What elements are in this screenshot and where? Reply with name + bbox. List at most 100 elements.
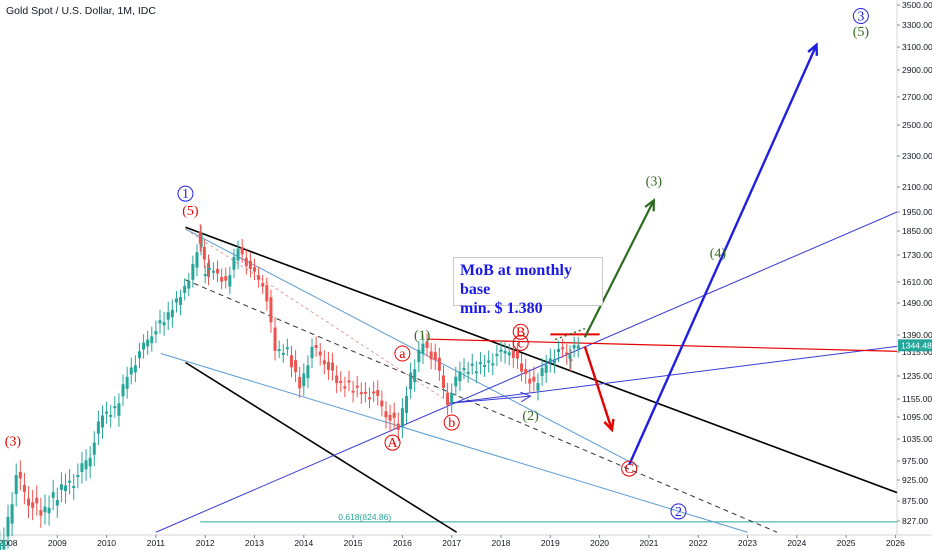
candle-body [520, 363, 524, 372]
dash-pink [185, 228, 447, 401]
candle-body [355, 385, 359, 388]
candle-body [548, 358, 552, 363]
wave-circle [394, 345, 411, 362]
wave-label: C [625, 462, 634, 477]
candle-body [569, 359, 573, 362]
y-tick-label: 2700.00 [902, 92, 932, 102]
wave-label: (5) [853, 25, 870, 40]
candle-body [146, 339, 150, 347]
candle-body [507, 352, 511, 356]
annotation-line-2: min. $ 1.380 [460, 300, 543, 317]
candle-body [425, 341, 429, 348]
trend-up-short [446, 345, 898, 404]
chart-title: Gold Spot / U.S. Dollar, 1M, IDC [6, 5, 156, 17]
candle-body [142, 342, 146, 350]
candle-body [179, 297, 183, 305]
candle-body [170, 309, 174, 318]
candle-body [347, 380, 351, 383]
candle-body [195, 252, 199, 268]
y-tick-label: 2100.00 [902, 182, 932, 192]
candle-body [478, 362, 482, 365]
candle-body [211, 270, 215, 273]
candle-body [150, 336, 154, 344]
y-tick-label: 3500.00 [902, 0, 932, 10]
candle-body [294, 360, 298, 373]
candle-body [0, 542, 2, 550]
wave-label: 1 [182, 187, 189, 202]
candle-body [491, 363, 495, 366]
candle-body [568, 354, 572, 359]
candle-body [129, 367, 133, 375]
wave-label: (3) [646, 174, 663, 189]
candle-body [388, 414, 392, 421]
green-arrow-head [644, 198, 655, 212]
y-tick-label: 1730.00 [902, 250, 932, 260]
x-tick-label: 2023 [738, 538, 757, 548]
candle-body [310, 346, 314, 359]
wave-label: (3) [5, 434, 22, 449]
candle-body [462, 368, 466, 371]
candle-body [384, 411, 388, 418]
candle-body [483, 364, 487, 367]
candle-body [158, 320, 162, 324]
candle-body [576, 345, 580, 349]
candle-body [244, 257, 248, 267]
x-tick-label: 2016 [393, 538, 412, 548]
candle-body [117, 403, 121, 416]
wave-circle [177, 185, 194, 202]
candle-body [572, 345, 576, 349]
candle-body [335, 375, 339, 384]
candle-body [166, 312, 170, 320]
candle-body [396, 423, 400, 430]
candle-body [100, 415, 104, 428]
candle-body [429, 351, 433, 360]
y-tick-label: 1490.00 [902, 298, 932, 308]
candle-body [269, 297, 273, 323]
candle-body [183, 285, 187, 293]
candle-body [409, 372, 413, 390]
candle-body [392, 412, 396, 418]
candle-body [458, 371, 462, 382]
candle-body [450, 393, 454, 403]
wave-label: A [387, 436, 398, 451]
x-tick-label: 2011 [147, 538, 166, 548]
x-tick-label: 2015 [344, 538, 363, 548]
candle-body [380, 400, 384, 407]
candle-body [499, 349, 503, 352]
candle-body [109, 414, 113, 417]
candle-body [503, 350, 507, 354]
candle-body [113, 406, 117, 409]
candle-body [121, 384, 125, 397]
y-tick-label: 827.00 [902, 516, 928, 526]
candle-body [125, 376, 129, 389]
y-tick-label: 1315.00 [902, 347, 932, 357]
candle-body [43, 506, 47, 513]
x-tick-label: 2013 [245, 538, 264, 548]
x-tick-label: 2008 [0, 538, 18, 548]
candle-body [433, 352, 437, 361]
last-price-label: 1344.48 [901, 340, 932, 350]
wave-label: 3 [857, 10, 864, 25]
candle-body [27, 498, 31, 506]
candle-body [561, 347, 565, 350]
candle-body [470, 363, 474, 366]
candle-body [405, 396, 409, 413]
candle-body [202, 247, 206, 260]
wave-circle [443, 414, 460, 431]
candle-body [187, 281, 191, 289]
candle-body [417, 349, 421, 363]
wave-circle [852, 8, 869, 24]
y-tick-label: 1390.00 [902, 330, 932, 340]
y-tick-label: 1610.00 [902, 277, 932, 287]
candle-body [68, 480, 72, 483]
annotation-box: MoB at monthly base min. $ 1.380 [453, 257, 603, 317]
candle-body [437, 357, 441, 371]
candle-body [240, 247, 244, 255]
candle-body [265, 285, 269, 302]
candle-body [6, 516, 10, 537]
candle-body [80, 463, 84, 473]
red-arrow-head [603, 418, 615, 433]
candle-body [133, 365, 137, 373]
candle-body [474, 371, 478, 374]
